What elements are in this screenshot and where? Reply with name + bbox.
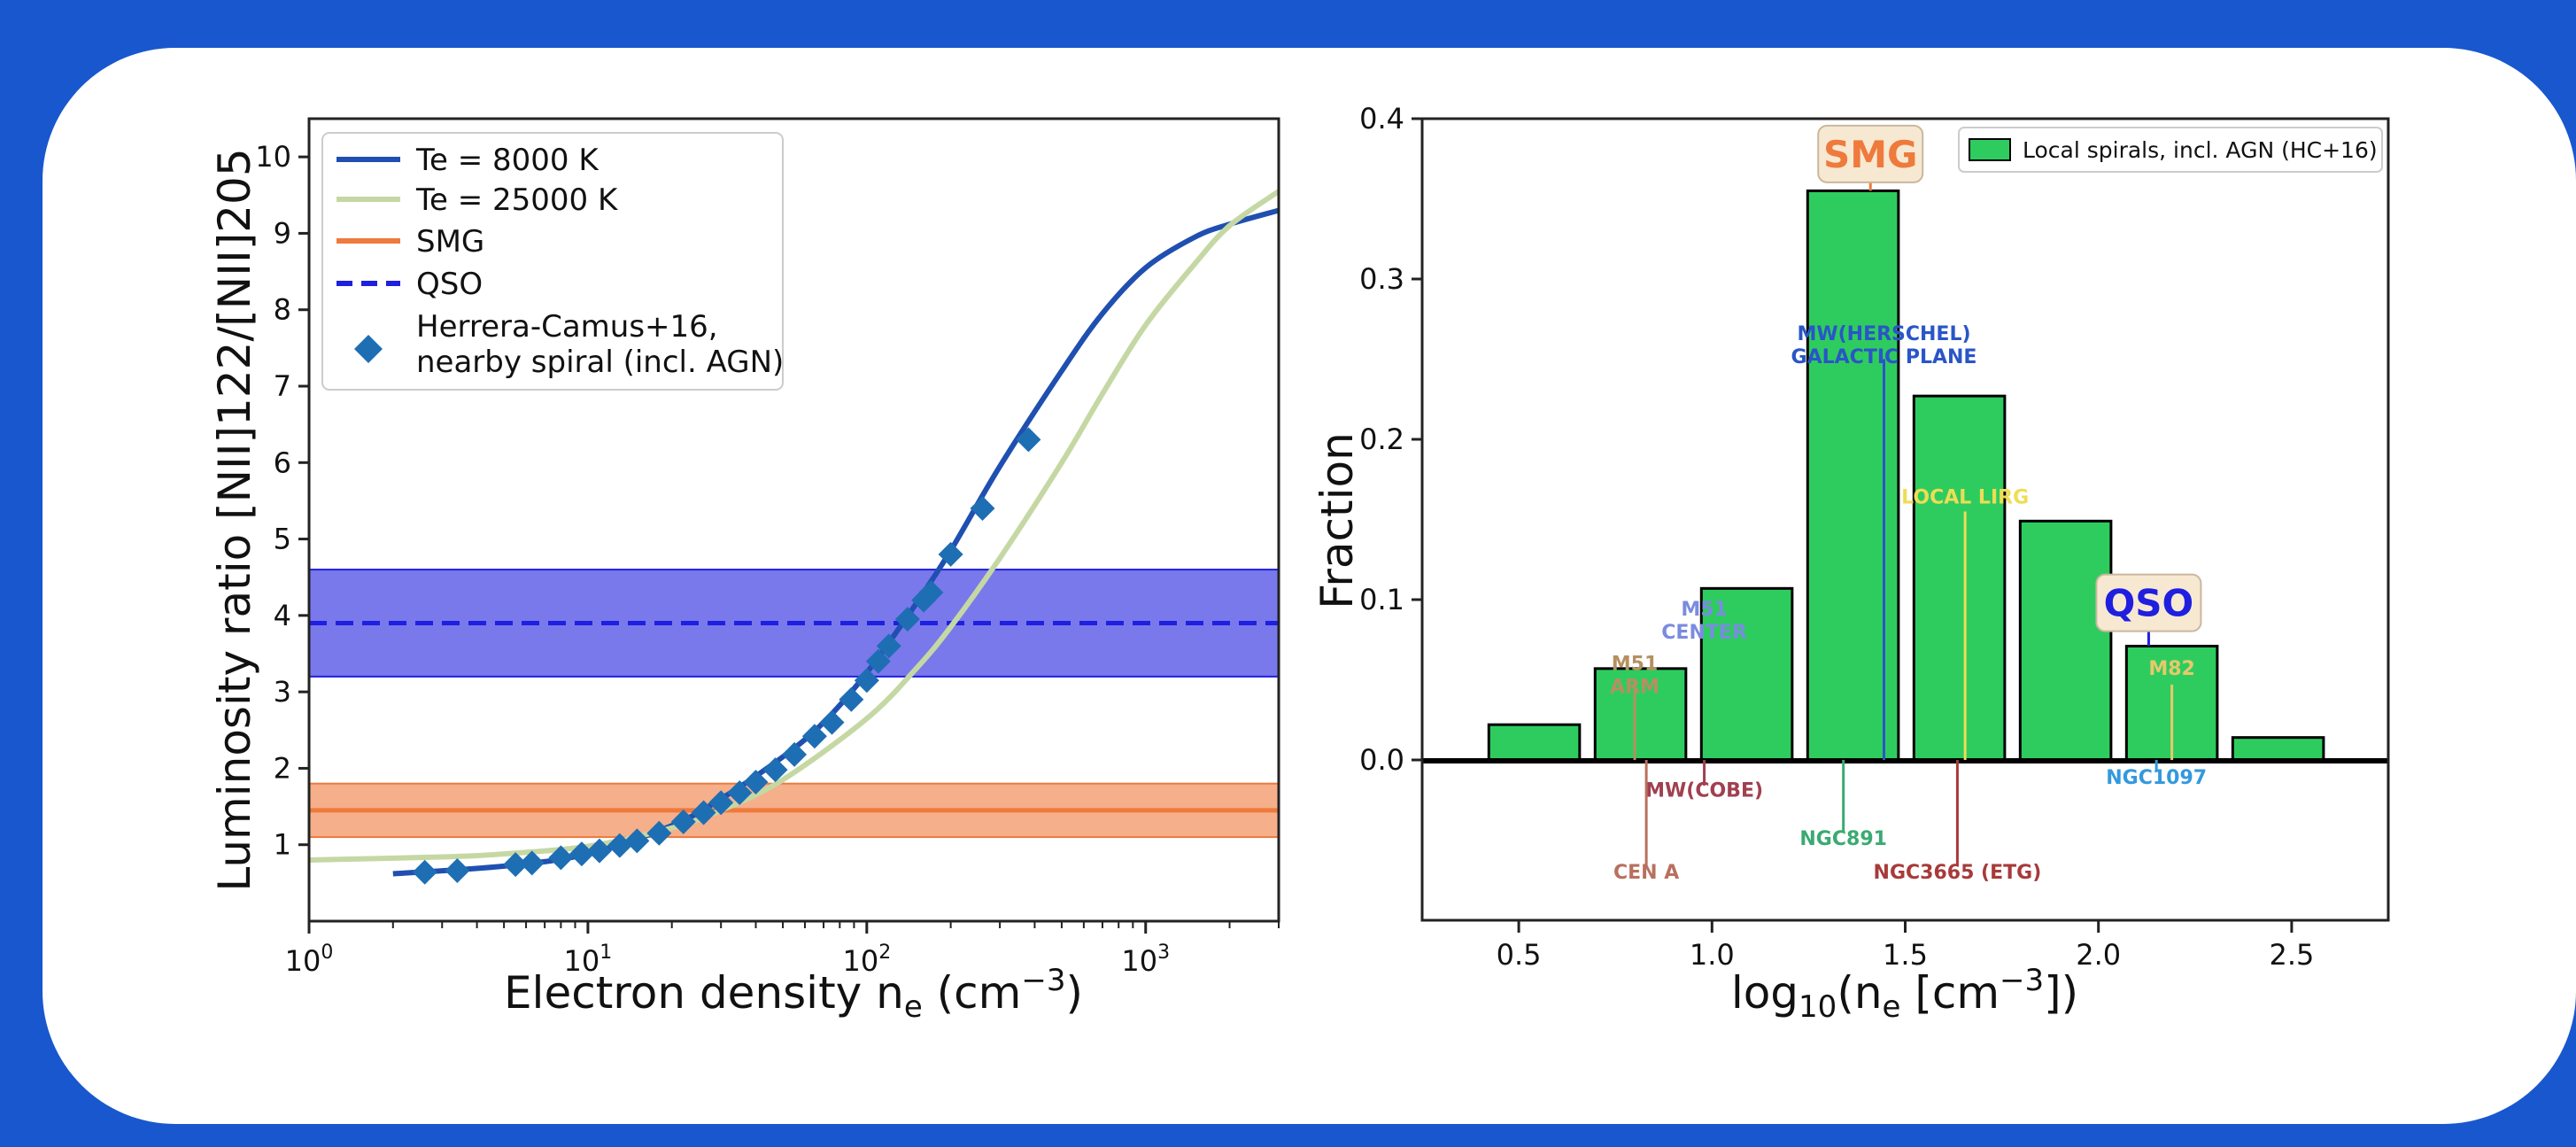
left-x-tick-label: 101	[564, 942, 613, 978]
smg-label-box	[1817, 124, 1924, 183]
legend-label-te25000: Te = 25000 K	[415, 182, 619, 218]
density-histogram-chart: SMG QSO MW(HERSCHEL)GALACTIC PLANE LOCAL LI…	[1311, 102, 2390, 1025]
legend-label-smg: SMG	[416, 224, 484, 260]
legend-swatch-herrera	[354, 335, 383, 363]
left-y-axis-label: Luminosity ratio [NII]122/[NII]205	[209, 148, 260, 891]
m51-label: M51	[1612, 654, 1659, 676]
left-y-tick-label: 1	[274, 828, 291, 862]
legend-label-herrera: Herrera-Camus+16, nearby spiral (incl. A…	[416, 309, 784, 380]
histogram-bar	[1487, 723, 1582, 762]
herrera-data-point	[708, 790, 734, 816]
right-x-tick-label: 2.0	[2076, 938, 2121, 972]
herrera-data-point	[819, 709, 845, 735]
herrera-data-point	[670, 809, 696, 834]
left-y-tick-label: 6	[274, 446, 291, 479]
qso-label-box	[2095, 573, 2202, 632]
herrera-data-point	[607, 833, 632, 858]
mw-cobe-label: MW(COBE)	[1645, 780, 1763, 802]
left-y-tick-label: 10	[255, 140, 291, 174]
right-legend-box	[1958, 127, 2383, 173]
mw-herschel-label: MW(HERSCHEL)	[1797, 323, 1970, 345]
herrera-data-point	[624, 828, 650, 854]
m51-label-line2: CENTER	[1661, 622, 1747, 644]
histogram-bar	[1593, 667, 1688, 762]
herrera-data-point	[839, 686, 864, 712]
herrera-data-point	[691, 800, 716, 825]
herrera-data-point	[782, 741, 808, 767]
left-x-axis-label: Electron density ne (cm−3)	[504, 963, 1083, 1025]
histogram-bar	[2018, 519, 2113, 762]
mw-herschel-label-line2: GALACTIC PLANE	[1791, 346, 1977, 368]
left-y-tick-label: 9	[274, 216, 291, 250]
m51-label: M51	[1681, 599, 1728, 621]
right-legend: Local spirals, incl. AGN (HC+16)	[1958, 127, 2383, 173]
left-x-tick-label: 100	[285, 942, 334, 978]
left-y-tick-label: 5	[274, 523, 291, 556]
legend-label-te8000: Te = 8000 K	[415, 143, 600, 178]
right-x-tick-label: 2.5	[2269, 938, 2314, 972]
m51-label-line2: ARM	[1610, 677, 1659, 699]
herrera-data-point	[519, 850, 545, 876]
local-lirg-label: LOCAL LIRG	[1901, 486, 2029, 508]
cen-a-label: CEN A	[1613, 862, 1679, 884]
herrera-data-point	[938, 541, 963, 567]
right-x-tick-label: 0.5	[1497, 938, 1542, 972]
right-y-tick-label: 0.0	[1359, 743, 1404, 777]
left-y-tick-label: 3	[274, 675, 291, 709]
herrera-data-point	[412, 859, 437, 885]
right-x-tick-label: 1.0	[1690, 938, 1735, 972]
left-y-tick-label: 8	[274, 293, 291, 327]
right-x-tick-label: 1.5	[1883, 938, 1928, 972]
herrera-data-point	[970, 496, 995, 522]
herrera-data-point	[894, 607, 920, 632]
smg-label: SMG	[1823, 133, 1918, 176]
left-legend-box	[321, 132, 784, 391]
right-y-axis-label: Fraction	[1311, 432, 1363, 609]
right-y-tick-label: 0.3	[1359, 262, 1404, 296]
left-legend: Te = 8000 K Te = 25000 K SMG QSO Herrera…	[321, 132, 784, 391]
herrera-data-point	[445, 858, 470, 884]
herrera-data-point	[569, 841, 594, 867]
herrera-data-point	[503, 852, 529, 878]
herrera-data-point	[743, 769, 769, 794]
herrera-data-point	[854, 668, 879, 694]
histogram-bar	[2231, 736, 2325, 762]
te25000-curve	[308, 189, 1280, 863]
right-y-tick-label: 0.2	[1359, 422, 1404, 456]
herrera-data-point	[548, 845, 574, 871]
ngc891-label: NGC891	[1799, 828, 1887, 850]
ngc1097-label: NGC1097	[2106, 767, 2207, 789]
left-y-tick-label: 4	[274, 599, 291, 632]
m82-label: M82	[2148, 658, 2195, 680]
histogram-bar	[1912, 394, 2007, 762]
left-plot-frame	[307, 117, 1280, 923]
herrera-data-point	[876, 633, 901, 659]
ngc3665-etg-label: NGC3665 (ETG)	[1874, 862, 2042, 884]
qso-label: QSO	[2104, 582, 2194, 625]
legend-label-qso: QSO	[416, 267, 483, 302]
legend-label-local-spirals: Local spirals, incl. AGN (HC+16)	[2023, 137, 2378, 163]
herrera-data-point	[865, 648, 891, 674]
left-y-tick-label: 7	[274, 369, 291, 403]
legend-swatch-local-spirals	[1969, 138, 2011, 161]
herrera-data-point	[918, 579, 944, 605]
herrera-data-point	[727, 780, 753, 806]
herrera-data-point	[646, 820, 672, 846]
herrera-data-point	[1016, 427, 1041, 453]
right-y-tick-label: 0.4	[1359, 102, 1404, 136]
right-x-axis-label: log10(ne [cm−3])	[1731, 963, 2078, 1025]
left-x-tick-label: 102	[842, 942, 891, 978]
density-ratio-chart: 1 2 3 4 5 6 7 8 9 10 100 101 102 103 Electron density…	[209, 117, 1280, 1025]
herrera-data-point	[801, 724, 827, 749]
right-y-tick-label: 0.1	[1359, 583, 1404, 616]
herrera-data-point	[586, 838, 612, 864]
herrera-data-point	[762, 757, 788, 783]
histogram-bar	[1699, 586, 1794, 762]
left-y-tick-label: 2	[274, 751, 291, 785]
left-x-tick-label: 103	[1121, 942, 1170, 978]
